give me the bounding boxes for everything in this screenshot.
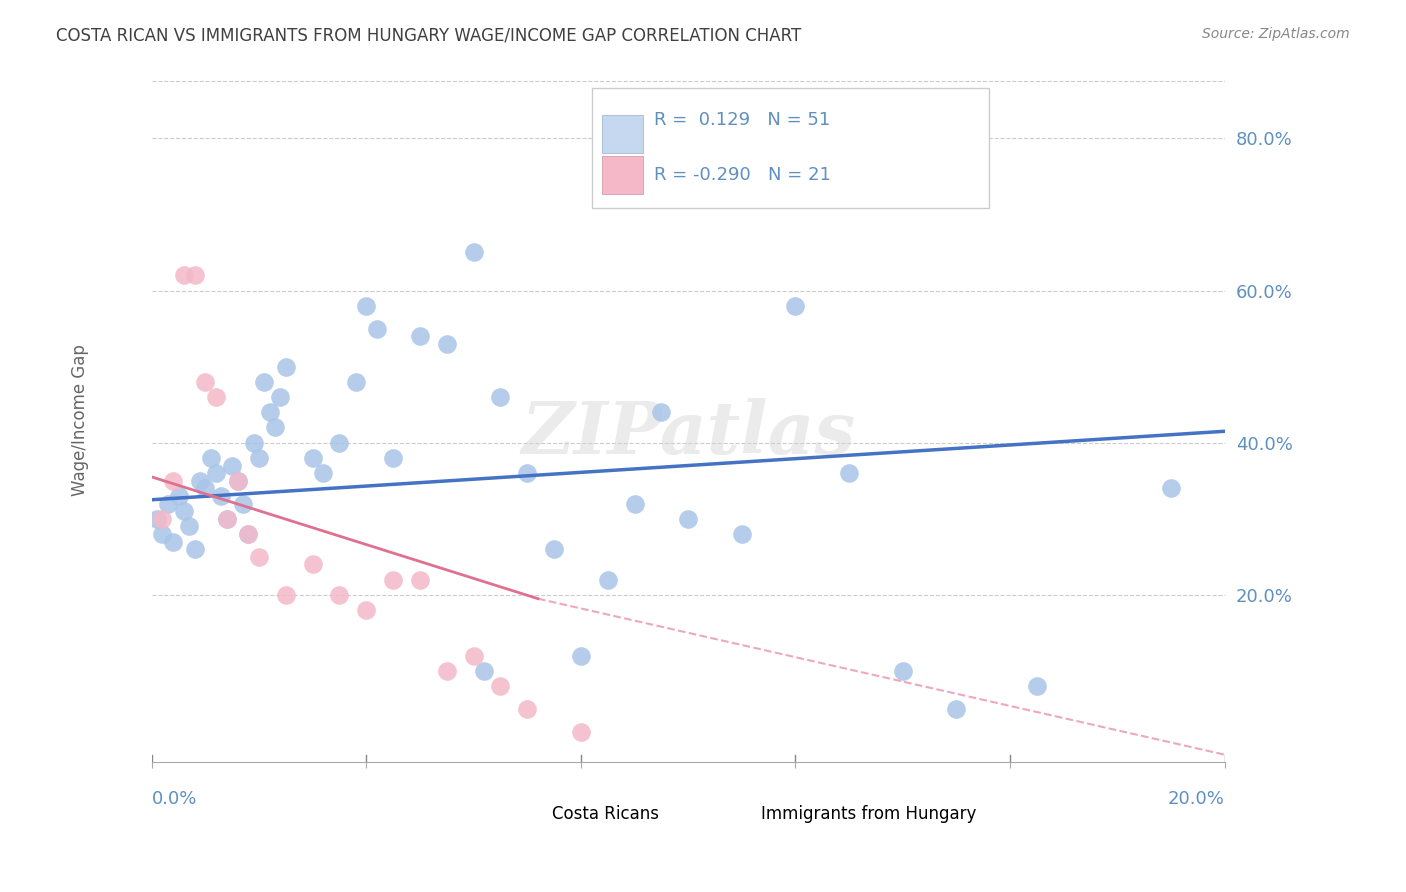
Point [247,549,270,564]
Point [211,489,233,503]
Point [436,664,458,678]
Point [328,588,350,602]
Point [167,489,190,503]
Point [489,679,512,693]
Point [152,527,174,541]
Point [569,724,592,739]
Point [259,405,281,419]
Point [623,497,645,511]
Point [274,588,297,602]
Point [366,321,388,335]
Point [215,512,238,526]
Point [183,542,205,557]
Text: Costa Ricans: Costa Ricans [553,805,659,823]
FancyBboxPatch shape [602,156,643,194]
Text: 20.0%: 20.0% [1168,789,1225,807]
Point [188,474,211,488]
Point [516,702,538,716]
Point [301,450,323,465]
Point [382,573,405,587]
FancyBboxPatch shape [592,87,988,208]
FancyBboxPatch shape [516,801,543,828]
Point [785,299,807,313]
Point [226,474,249,488]
Text: 0.0%: 0.0% [152,789,197,807]
Point [463,648,485,663]
Point [200,450,222,465]
Point [194,481,217,495]
Point [409,329,432,343]
Point [489,390,512,404]
FancyBboxPatch shape [602,115,643,153]
Point [232,497,254,511]
Point [301,558,323,572]
FancyBboxPatch shape [725,801,752,828]
Text: R =  0.129   N = 51: R = 0.129 N = 51 [654,111,830,129]
Point [221,458,243,473]
Point [146,512,169,526]
Point [731,527,754,541]
Point [409,573,432,587]
Point [436,336,458,351]
Y-axis label: Wage/Income Gap: Wage/Income Gap [72,344,89,496]
Point [463,245,485,260]
Point [162,474,184,488]
Point [274,359,297,374]
Point [173,268,195,283]
Point [152,512,174,526]
Point [238,527,260,541]
Point [382,450,405,465]
Text: R = -0.290   N = 21: R = -0.290 N = 21 [654,167,831,185]
Point [205,390,228,404]
Point [264,420,287,434]
Point [226,474,249,488]
Text: COSTA RICAN VS IMMIGRANTS FROM HUNGARY WAGE/INCOME GAP CORRELATION CHART: COSTA RICAN VS IMMIGRANTS FROM HUNGARY W… [56,27,801,45]
Point [247,450,270,465]
Point [838,466,860,480]
Point [1025,679,1047,693]
Point [328,435,350,450]
Point [356,603,378,617]
Point [344,375,367,389]
Point [312,466,335,480]
Point [356,299,378,313]
Point [569,648,592,663]
Point [543,542,565,557]
Point [238,527,260,541]
Point [472,664,495,678]
Point [650,405,672,419]
Point [183,268,205,283]
Point [194,375,217,389]
Point [1160,481,1182,495]
Text: Source: ZipAtlas.com: Source: ZipAtlas.com [1202,27,1350,41]
Point [215,512,238,526]
Point [156,497,179,511]
Text: ZIPatlas: ZIPatlas [522,398,855,469]
Point [945,702,967,716]
Point [179,519,201,533]
Point [162,534,184,549]
Point [516,466,538,480]
Point [891,664,914,678]
Point [253,375,276,389]
Point [242,435,264,450]
Point [205,466,228,480]
Text: Immigrants from Hungary: Immigrants from Hungary [761,805,977,823]
Point [173,504,195,518]
Point [269,390,291,404]
Point [676,512,699,526]
Point [596,573,619,587]
